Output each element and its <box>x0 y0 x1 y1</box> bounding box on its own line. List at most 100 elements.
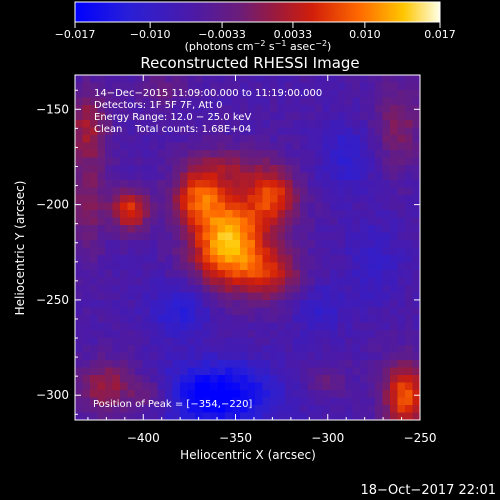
heatmap-cell <box>187 345 196 354</box>
heatmap-cell <box>292 262 301 271</box>
heatmap-cell <box>165 367 174 376</box>
heatmap-cell <box>150 105 159 114</box>
heatmap-cell <box>360 285 369 294</box>
heatmap-cell <box>217 232 226 241</box>
heatmap-cell <box>157 172 166 181</box>
heatmap-cell <box>217 127 226 136</box>
heatmap-cell <box>217 112 226 121</box>
heatmap-cell <box>210 75 219 84</box>
heatmap-cell <box>112 307 121 316</box>
heatmap-cell <box>232 247 241 256</box>
heatmap-cell <box>127 142 136 151</box>
heatmap-cell <box>292 277 301 286</box>
heatmap-cell <box>112 270 121 279</box>
heatmap-cell <box>75 307 84 316</box>
heatmap-cell <box>105 352 114 361</box>
heatmap-cell <box>285 247 294 256</box>
heatmap-cell <box>187 157 196 166</box>
heatmap-cell <box>90 180 99 189</box>
heatmap-cell <box>225 315 234 324</box>
heatmap-cell <box>112 180 121 189</box>
heatmap-cell <box>285 390 294 399</box>
heatmap-cell <box>172 367 181 376</box>
heatmap-cell <box>330 120 339 129</box>
heatmap-cell <box>157 277 166 286</box>
heatmap-cell <box>142 127 151 136</box>
heatmap-cell <box>397 157 406 166</box>
heatmap-cell <box>172 337 181 346</box>
heatmap-cell <box>187 270 196 279</box>
heatmap-cell <box>180 97 189 106</box>
heatmap-cell <box>187 330 196 339</box>
heatmap-cell <box>210 262 219 271</box>
heatmap-cell <box>322 135 331 144</box>
heatmap-cell <box>150 277 159 286</box>
heatmap-cell <box>270 330 279 339</box>
heatmap-cell <box>82 202 91 211</box>
heatmap-cell <box>127 112 136 121</box>
heatmap-cell <box>262 75 271 84</box>
heatmap-cell <box>112 217 121 226</box>
heatmap-cell <box>135 375 144 384</box>
heatmap-cell <box>217 172 226 181</box>
heatmap-cell <box>135 277 144 286</box>
heatmap-cell <box>337 247 346 256</box>
heatmap-cell <box>172 307 181 316</box>
heatmap-cell <box>240 195 249 204</box>
heatmap-cell <box>247 307 256 316</box>
heatmap-cell <box>367 187 376 196</box>
heatmap-cell <box>195 322 204 331</box>
heatmap-cell <box>157 382 166 391</box>
heatmap-cell <box>300 337 309 346</box>
heatmap-cell <box>412 210 420 219</box>
heatmap-cell <box>247 382 256 391</box>
heatmap-cell <box>285 202 294 211</box>
heatmap-cell <box>412 157 420 166</box>
heatmap-cell <box>210 337 219 346</box>
heatmap-cell <box>367 247 376 256</box>
heatmap-cell <box>210 187 219 196</box>
heatmap-cell <box>180 330 189 339</box>
heatmap-cell <box>330 397 339 406</box>
heatmap-cell <box>172 405 181 414</box>
heatmap-cell <box>322 187 331 196</box>
heatmap-cell <box>90 277 99 286</box>
heatmap-cell <box>270 345 279 354</box>
heatmap-cell <box>247 180 256 189</box>
heatmap-cell <box>292 135 301 144</box>
heatmap-cell <box>277 120 286 129</box>
heatmap-cell <box>82 135 91 144</box>
heatmap-cell <box>292 75 301 84</box>
heatmap-cell <box>180 105 189 114</box>
heatmap-cell <box>217 90 226 99</box>
heatmap-cell <box>285 240 294 249</box>
heatmap-cell <box>187 300 196 309</box>
heatmap-cell <box>307 225 316 234</box>
heatmap-cell <box>217 135 226 144</box>
heatmap-cell <box>112 397 121 406</box>
heatmap-cell <box>97 285 106 294</box>
heatmap-cell <box>337 157 346 166</box>
heatmap-cell <box>202 247 211 256</box>
heatmap-cell <box>277 195 286 204</box>
heatmap-cell <box>120 300 129 309</box>
heatmap-cell <box>225 202 234 211</box>
heatmap-cell <box>360 412 369 420</box>
heatmap-cell <box>112 367 121 376</box>
heatmap-cell <box>97 330 106 339</box>
heatmap-cell <box>390 90 399 99</box>
heatmap-cell <box>247 262 256 271</box>
heatmap-cell <box>90 105 99 114</box>
heatmap-cell <box>232 270 241 279</box>
heatmap-cell <box>352 157 361 166</box>
heatmap-cell <box>82 232 91 241</box>
heatmap-cell <box>217 405 226 414</box>
heatmap-cell <box>82 90 91 99</box>
heatmap-cell <box>210 150 219 159</box>
heatmap-cell <box>225 135 234 144</box>
heatmap-cell <box>195 112 204 121</box>
heatmap-cell <box>157 120 166 129</box>
heatmap-cell <box>262 307 271 316</box>
heatmap-cell <box>187 202 196 211</box>
heatmap-cell <box>345 127 354 136</box>
